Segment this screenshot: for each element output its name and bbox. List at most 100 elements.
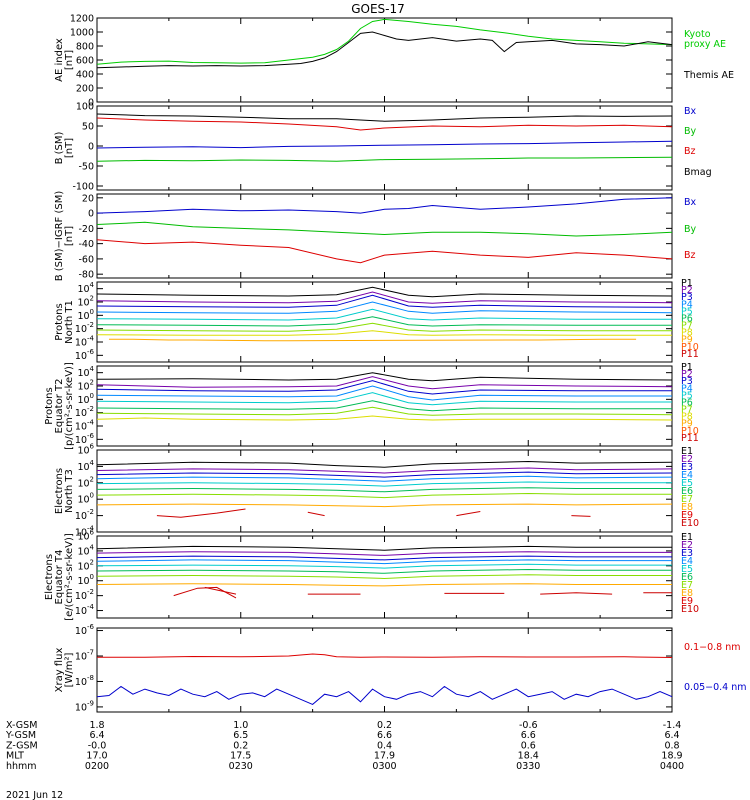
y-tick-label: 10-2 [75,508,94,522]
legend-label: P7 [681,321,693,332]
series-line-p5 [97,308,672,321]
series-line-e6 [97,568,672,574]
y-tick-label: 10-6 [75,623,95,637]
panel-frame [96,535,673,619]
y-tick-exponent: -6 [87,432,95,440]
series-line-e4 [97,559,672,565]
y-tick-label: 10-7 [75,649,94,663]
y-tick-label: 200 [76,84,94,95]
y-tick-label: 10-2 [75,321,94,335]
y-axis-label: [nT] [64,138,75,158]
y-tick-label: -60 [78,254,94,265]
legend-label: P3 [681,376,693,387]
series-group [97,286,672,342]
series-group [97,197,672,264]
series-line-bx [97,140,672,149]
legend-label: Bx [684,106,697,117]
y-tick-exponent: 0 [90,308,94,316]
y-axis-label: [e/(cm²-s-sr-keV)] [64,533,75,621]
footer-value: 0.6 [521,740,536,751]
legend-label: P6 [681,397,693,408]
footer-row-label: Y-GSM [5,730,36,741]
series-line-p9 [109,338,637,342]
panel-xray: 10-9 10-8 10-7 10-6 Xray flux [W/m²] 0.1−0.8 n… [54,623,747,713]
legend-label: P2 [681,285,693,296]
y-tick-label: -100 [72,182,94,193]
series-line-e9c [456,511,481,517]
legend-label: E2 [681,540,693,551]
footer-value: 0.2 [377,720,392,731]
series-line-e3 [97,555,672,561]
footer-value: 1.8 [89,720,104,731]
legend-label: E9 [681,596,693,607]
series-line-kyoto [97,18,672,65]
y-axis-label: North T3 [64,469,75,513]
y-tick-label: 102 [77,558,94,572]
time-axis-footer: X-GSM 1.8 1.0 0.2 -0.6 -1.4 Y-GSM 6.4 6.5 6.6 6.6 6… [5,720,684,772]
panel-frame [96,105,673,191]
footer-value: 0300 [372,761,396,772]
legend-label: E10 [681,604,699,615]
y-tick-exponent: -7 [87,649,94,657]
series-line-0-1-0-8-nm [97,653,672,658]
legend-label: E7 [681,580,693,591]
series-line-p3 [97,380,672,395]
y-tick-label: 800 [76,42,94,53]
footer-value: -0.0 [88,740,107,751]
legend-label: P9 [681,419,693,430]
footer-row-label: X-GSM [6,720,37,731]
legend-label: E9 [681,510,693,521]
legend-label: P4 [681,299,693,310]
series-line-p5 [97,392,672,406]
y-tick-exponent: -4 [87,603,95,611]
y-tick-label: 400 [76,70,94,81]
series-line-p6 [97,316,672,327]
series-group [97,653,672,705]
series-line-e1 [97,460,672,468]
legend-label: P2 [681,369,693,380]
series-line-p3 [97,294,672,308]
y-tick-exponent: -4 [87,335,95,343]
y-axis-label: B (SM)−IGRF (SM) [54,191,65,282]
footer-value: 18.9 [661,751,682,762]
footer-value: 6.5 [233,730,248,741]
series-group [97,18,672,69]
legend-label: P5 [681,390,693,401]
y-tick-exponent: 0 [90,573,94,581]
panel-frame [96,365,673,447]
y-tick-label: 102 [77,379,94,393]
series-line-e7 [97,492,672,499]
footer-value: 0400 [660,761,684,772]
y-tick-label: -40 [78,239,94,250]
y-axis-label: [nT] [64,226,75,246]
legend-label: E6 [681,572,693,583]
series-line-p1 [97,286,672,298]
y-tick-label: 600 [76,56,94,67]
y-tick-label: 100 [77,492,94,506]
series-line-themis-ae [97,31,672,69]
legend: Bx By Bz [684,197,697,261]
series-line-bx [97,197,672,214]
footer-value: 17.9 [374,751,395,762]
y-tick-label: 50 [82,122,94,133]
series-group [97,113,672,162]
series-line-e5 [97,563,672,569]
footer-row-label: MLT [6,751,24,762]
legend-label: E6 [681,486,693,497]
y-tick-label: 10-2 [75,588,94,602]
y-axis-label: AE index [54,38,65,82]
y-tick-exponent: -6 [87,348,95,356]
y-tick-label: -50 [78,162,94,173]
y-axis-label: Electrons [54,468,65,514]
footer-value: 0330 [516,761,540,772]
panel-frame [96,627,673,713]
y-tick-label: 0 [88,142,94,153]
footer-value: 18.4 [518,751,539,762]
footer-value: 17.0 [86,751,107,762]
y-tick-exponent: 0 [90,392,94,400]
y-axis-label: Protons [54,303,65,340]
series-line-e2 [97,467,672,474]
